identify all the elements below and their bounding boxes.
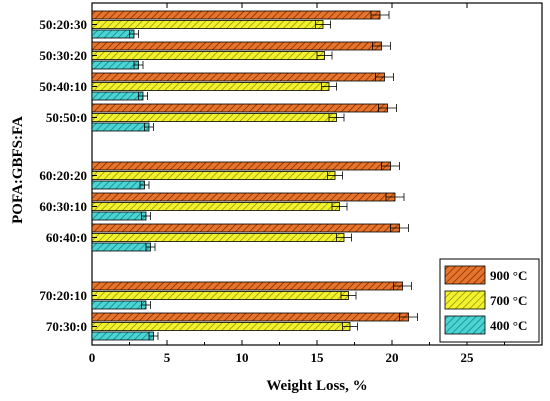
- bar-50-20-30-700: [91, 20, 324, 29]
- y-tick-label: 60:30:10: [39, 199, 87, 214]
- legend-label: 700 °C: [490, 293, 527, 308]
- bar-50-40-10-900: [91, 72, 385, 82]
- bar-70-20-10-700: [91, 291, 349, 300]
- bar-60-40-0-700: [91, 233, 345, 242]
- bar-60-30-10-400: [91, 211, 147, 221]
- bar-50-20-30-900: [91, 10, 381, 20]
- bar-60-20-20-400: [91, 180, 145, 190]
- x-tick-label: 20: [386, 350, 399, 365]
- bar-70-20-10-900: [91, 281, 403, 291]
- bar-50-50-0-900: [91, 103, 388, 113]
- legend-label: 400 °C: [490, 318, 527, 333]
- bar-60-40-0-400: [91, 242, 151, 252]
- bar-60-30-10-700: [91, 202, 340, 211]
- y-tick-label: 50:20:30: [39, 17, 87, 32]
- y-tick-label: 60:40:0: [46, 230, 87, 245]
- bar-50-50-0-700: [91, 113, 337, 122]
- bar-50-40-10-700: [91, 82, 330, 91]
- bar-50-50-0-400: [91, 122, 150, 132]
- bar-50-30-20-400: [91, 60, 139, 70]
- bar-70-30-0-700: [91, 322, 351, 331]
- y-tick-label: 50:40:10: [39, 79, 87, 94]
- y-tick-label: 50:50:0: [46, 110, 87, 125]
- legend-label: 900 °C: [490, 268, 527, 283]
- x-tick-label: 5: [164, 350, 171, 365]
- legend-swatch-700: [444, 290, 486, 310]
- bar-60-20-20-700: [91, 171, 336, 180]
- x-tick-label: 25: [461, 350, 475, 365]
- x-axis-title: Weight Loss, %: [266, 378, 367, 394]
- bar-50-30-20-900: [91, 41, 382, 51]
- bar-70-20-10-400: [91, 300, 147, 310]
- bar-50-20-30-400: [91, 29, 135, 39]
- y-tick-label: 70:30:0: [46, 319, 87, 334]
- bar-50-40-10-400: [91, 91, 144, 101]
- x-tick-label: 10: [236, 350, 249, 365]
- y-tick-label: 60:20:20: [39, 168, 87, 183]
- bar-60-40-0-900: [91, 223, 400, 233]
- x-tick-label: 15: [311, 350, 325, 365]
- legend-swatch-900: [444, 265, 486, 285]
- bar-60-20-20-900: [91, 161, 391, 171]
- y-axis-title: POFA:GBFS:FA: [10, 116, 26, 224]
- bar-50-30-20-700: [91, 51, 325, 60]
- bar-60-30-10-900: [91, 192, 396, 202]
- y-tick-label: 50:30:20: [39, 48, 87, 63]
- legend-swatch-400: [444, 315, 486, 335]
- bar-70-30-0-900: [91, 312, 409, 322]
- x-tick-label: 0: [89, 350, 96, 365]
- bar-70-30-0-400: [91, 331, 154, 341]
- y-tick-label: 70:20:10: [39, 288, 87, 303]
